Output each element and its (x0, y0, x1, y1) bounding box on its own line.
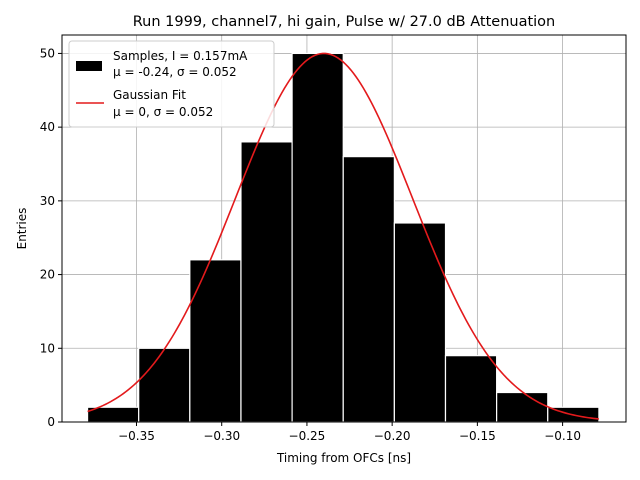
legend: Samples, I = 0.157mA μ = -0.24, σ = 0.05… (68, 40, 275, 128)
x-tick-label: −0.20 (374, 429, 411, 443)
x-tick-label: −0.10 (544, 429, 581, 443)
legend-fit-stats: μ = 0, σ = 0.052 (113, 105, 213, 119)
x-tick-label: −0.30 (203, 429, 240, 443)
y-axis-label: Entries (15, 208, 29, 250)
histogram-bars (86, 52, 600, 423)
histogram-bar (291, 52, 344, 423)
y-tick-label: 50 (40, 46, 55, 60)
y-tick-label: 20 (40, 268, 55, 282)
y-tick-label: 0 (47, 415, 55, 429)
x-tick-label: −0.15 (459, 429, 496, 443)
histogram-bar (189, 259, 242, 423)
x-axis-ticks: −0.35 −0.30 −0.25 −0.20 −0.15 −0.10 (118, 422, 581, 443)
legend-samples-swatch (76, 61, 102, 71)
x-axis-label: Timing from OFCs [ns] (276, 451, 411, 465)
chart-title: Run 1999, channel7, hi gain, Pulse w/ 27… (133, 14, 556, 30)
legend-box (68, 40, 275, 128)
x-tick-label: −0.25 (289, 429, 326, 443)
histogram-bar (393, 222, 447, 423)
histogram-bar (342, 156, 395, 423)
histogram-bar (240, 141, 293, 423)
y-tick-label: 10 (40, 341, 55, 355)
x-tick-label: −0.35 (118, 429, 155, 443)
plot-frame (61, 34, 627, 423)
y-tick-label: 30 (40, 194, 55, 208)
legend-samples-stats: μ = -0.24, σ = 0.052 (113, 65, 237, 79)
histogram-bar (444, 355, 498, 423)
histogram-bar (496, 391, 549, 423)
legend-samples-label: Samples, I = 0.157mA (113, 49, 248, 63)
y-axis-ticks: 0 10 20 30 40 50 (40, 46, 62, 429)
gaussian-fit-line (87, 52, 599, 420)
legend-fit-label: Gaussian Fit (113, 88, 186, 102)
histogram-bar (138, 347, 191, 423)
y-tick-label: 40 (40, 120, 55, 134)
